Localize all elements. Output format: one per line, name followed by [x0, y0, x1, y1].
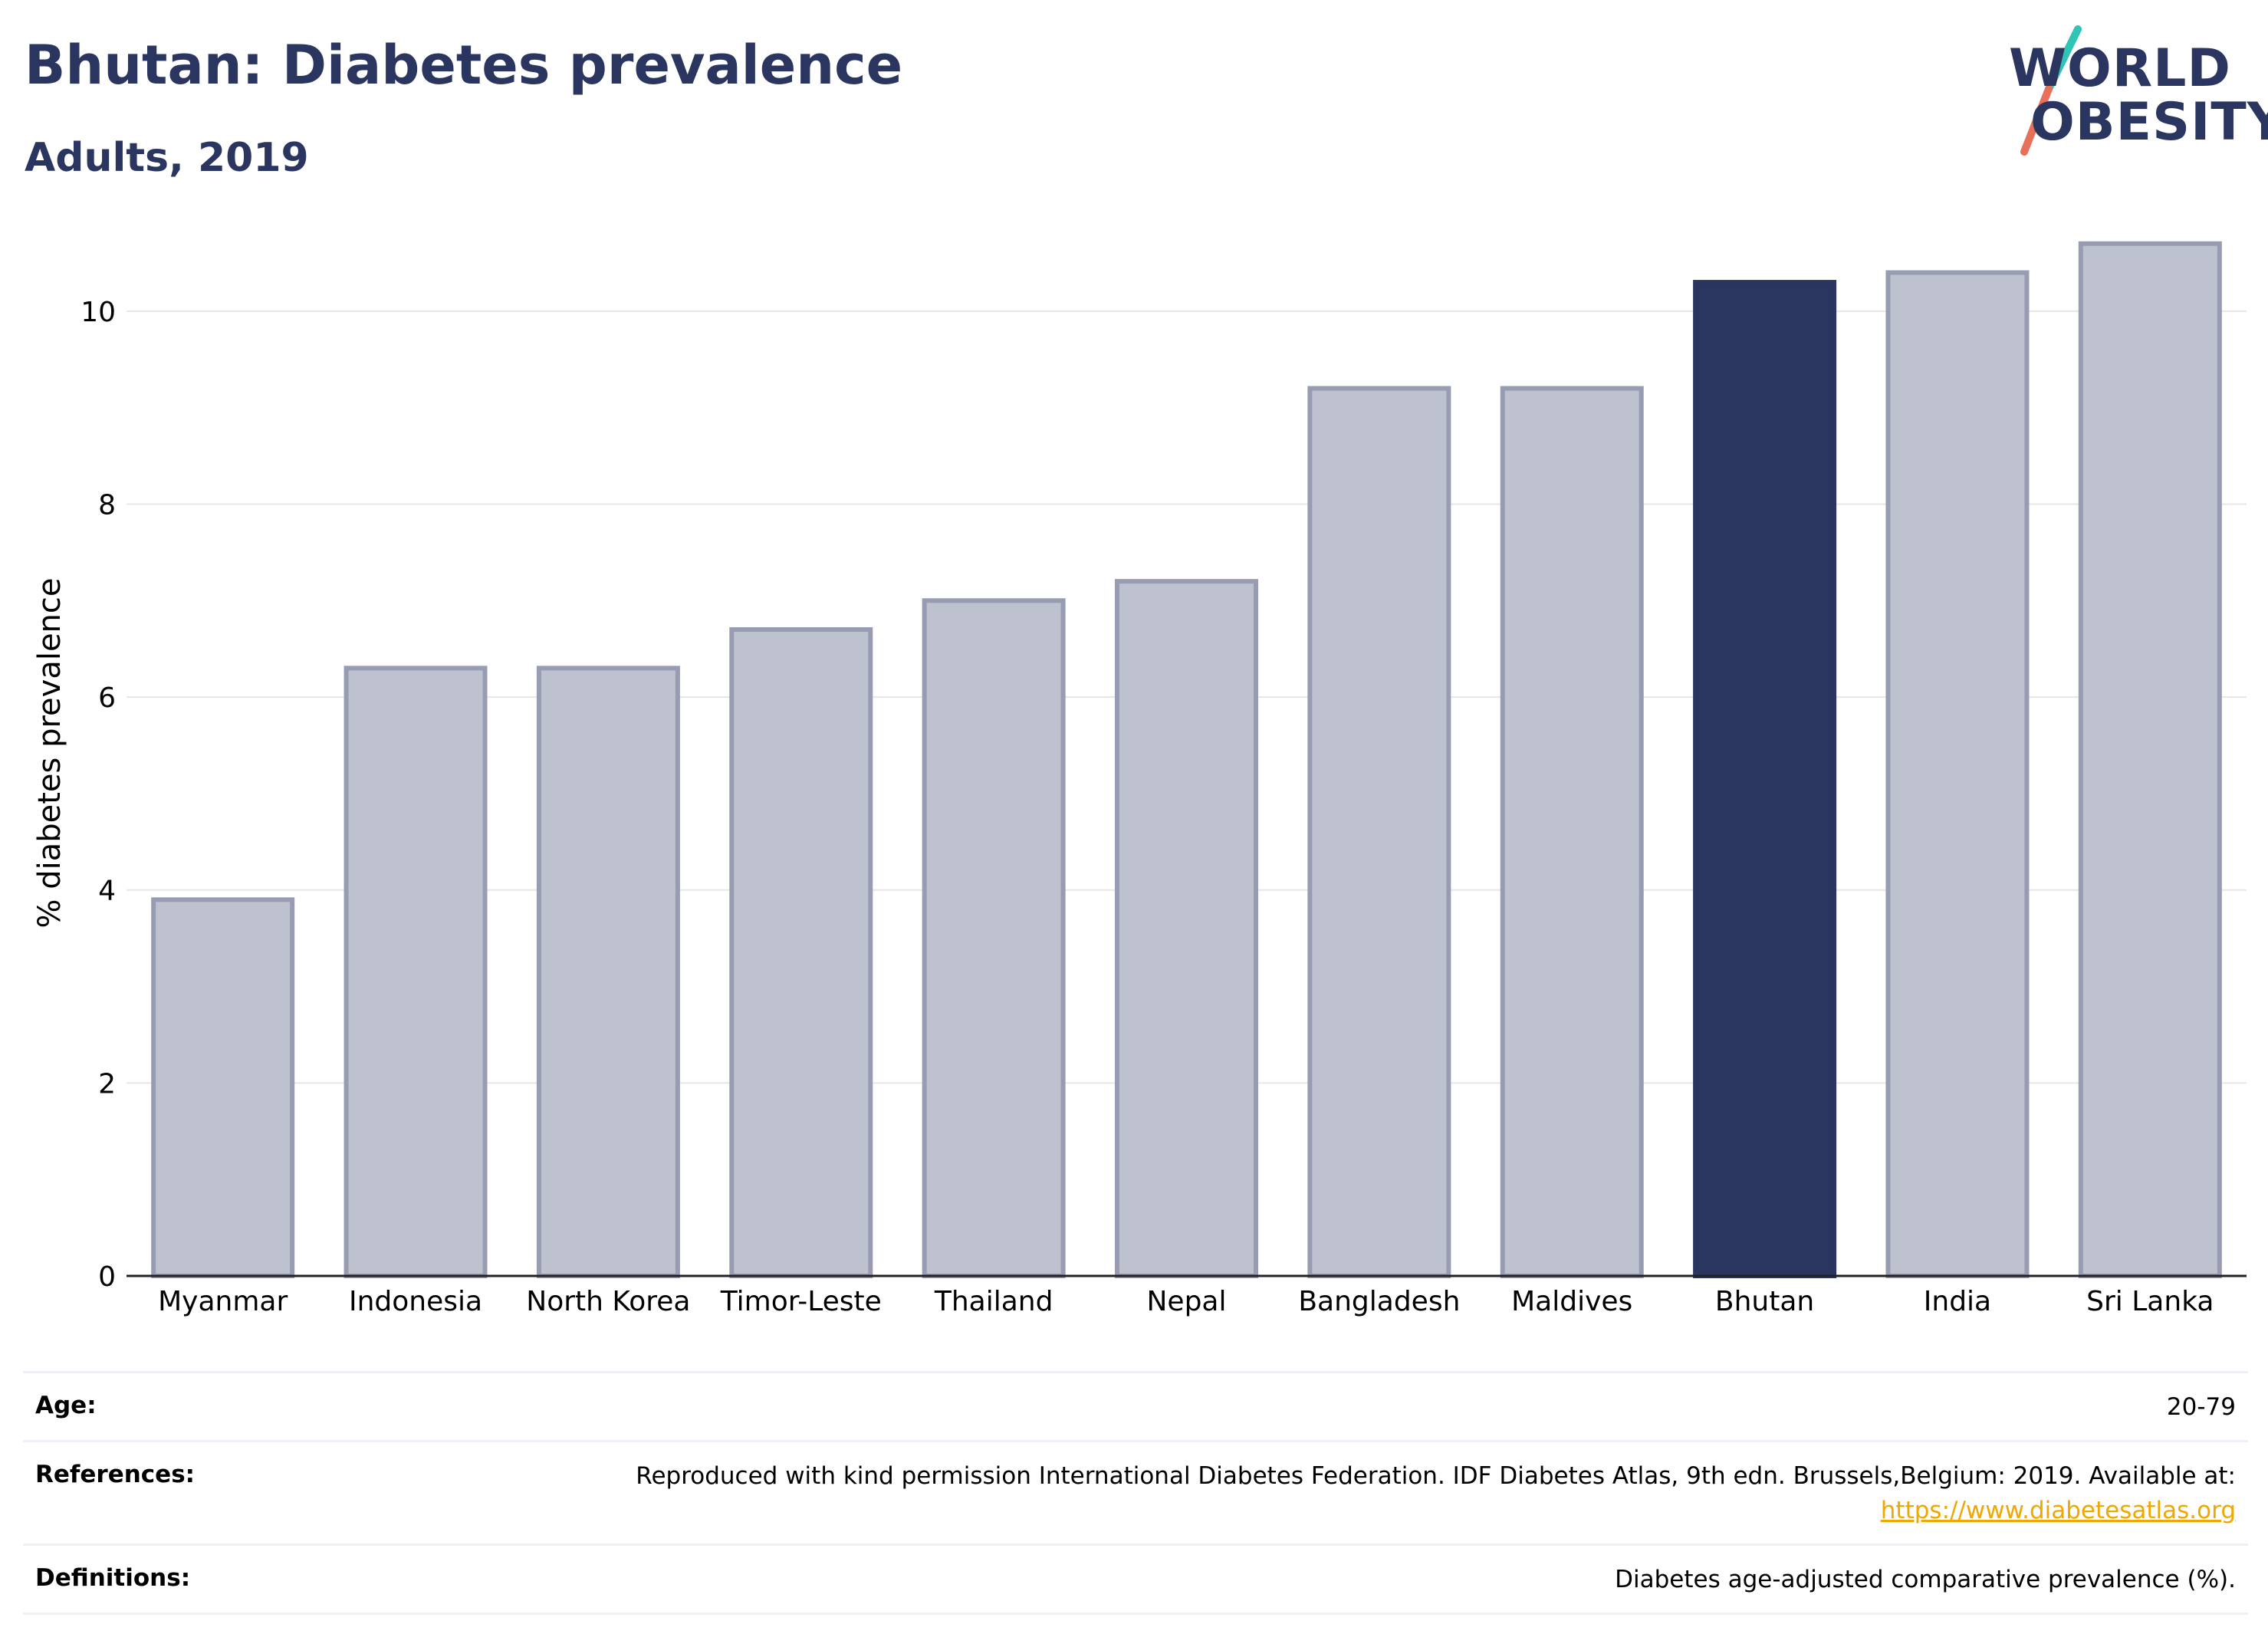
bar-sri-lanka: [2078, 241, 2222, 1278]
x-tick-label: Timor-Leste: [720, 1286, 882, 1317]
x-tick-label: Thailand: [934, 1286, 1053, 1317]
x-tick-label: Bangladesh: [1298, 1286, 1460, 1317]
bar-north-korea: [536, 666, 680, 1278]
references-link[interactable]: https://www.diabetesatlas.org: [1880, 1496, 2236, 1524]
age-label: Age:: [35, 1392, 97, 1419]
definitions-value: Diabetes age-adjusted comparative preval…: [1615, 1565, 2236, 1593]
bar-myanmar: [151, 897, 295, 1278]
info-row-references: References: Reproduced with kind permiss…: [23, 1439, 2248, 1544]
x-tick-label: Indonesia: [349, 1286, 482, 1317]
info-row-definitions: Definitions: Diabetes age-adjusted compa…: [23, 1543, 2248, 1615]
info-row-age: Age: 20-79: [23, 1371, 2248, 1440]
bar-timor-leste: [729, 627, 873, 1278]
x-tick-label: India: [1924, 1286, 1991, 1317]
references-text: Reproduced with kind permission Internat…: [636, 1461, 2236, 1490]
x-tick-label: Sri Lanka: [2086, 1286, 2214, 1317]
bar-thailand: [922, 598, 1066, 1278]
references-label: References:: [35, 1460, 196, 1488]
bar-layer: [151, 241, 2222, 1278]
axis-layer: 0 2 4 6 8 10 Myanmar Indonesia North Korea Timor-…: [81, 297, 2247, 1317]
logo-slash-icon: [2020, 25, 2082, 156]
x-tick-label: Bhutan: [1715, 1286, 1814, 1317]
x-tick-label: Myanmar: [158, 1286, 288, 1317]
age-value: 20-79: [2166, 1393, 2236, 1421]
chart-subtitle: Adults, 2019: [25, 135, 309, 181]
logo-line1: WORLD: [2009, 38, 2231, 99]
logo-line2: OBESITY: [2030, 92, 2268, 153]
bar-bhutan: [1693, 280, 1837, 1278]
bar-india: [1885, 270, 2030, 1278]
y-tick-label: 6: [98, 682, 116, 714]
references-value: Reproduced with kind permission Internat…: [636, 1459, 2236, 1528]
bar-maldives: [1500, 386, 1644, 1278]
bar-nepal: [1115, 579, 1258, 1278]
bar-chart: 0 2 4 6 8 10 Myanmar Indonesia North Korea Timor-…: [32, 241, 2247, 1317]
definitions-label: Definitions:: [35, 1563, 191, 1592]
x-tick-label: Maldives: [1511, 1286, 1632, 1317]
y-tick-label: 2: [98, 1068, 116, 1100]
x-tick-label: Nepal: [1147, 1286, 1227, 1317]
info-table: Age: 20-79 References: Reproduced with k…: [23, 1371, 2248, 1615]
y-tick-label: 10: [81, 297, 116, 328]
y-axis-label: % diabetes prevalence: [32, 577, 67, 928]
bar-bangladesh: [1307, 386, 1451, 1278]
chart-title: Bhutan: Diabetes prevalence: [25, 34, 903, 97]
bar-indonesia: [343, 666, 488, 1278]
world-obesity-logo: WORLD OBESITY: [1994, 21, 2268, 159]
y-tick-label: 0: [98, 1261, 116, 1293]
x-tick-label: North Korea: [526, 1286, 690, 1317]
y-tick-label: 8: [98, 489, 116, 521]
y-tick-label: 4: [98, 876, 116, 907]
